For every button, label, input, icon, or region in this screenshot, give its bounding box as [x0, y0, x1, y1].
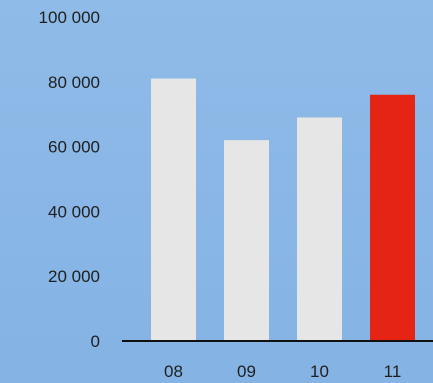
- bars-group: [151, 78, 415, 341]
- x-axis-tick-labels: 08 09 10 11: [164, 362, 401, 381]
- y-tick-label: 40 000: [48, 202, 100, 221]
- x-tick-label: 10: [310, 362, 329, 381]
- y-tick-label: 0: [91, 332, 100, 351]
- y-tick-label: 80 000: [48, 73, 100, 92]
- x-tick-label: 08: [164, 362, 183, 381]
- y-tick-label: 100 000: [39, 8, 100, 27]
- bar-11: [370, 94, 415, 341]
- y-axis-tick-labels: 0 20 000 40 000 60 000 80 000 100 000: [39, 8, 100, 351]
- bar-10: [297, 117, 342, 341]
- bar-08: [151, 78, 196, 341]
- y-tick-label: 20 000: [48, 267, 100, 286]
- x-tick-label: 11: [384, 362, 402, 381]
- x-tick-label: 09: [237, 362, 256, 381]
- y-tick-label: 60 000: [48, 138, 100, 157]
- bar-09: [224, 140, 269, 341]
